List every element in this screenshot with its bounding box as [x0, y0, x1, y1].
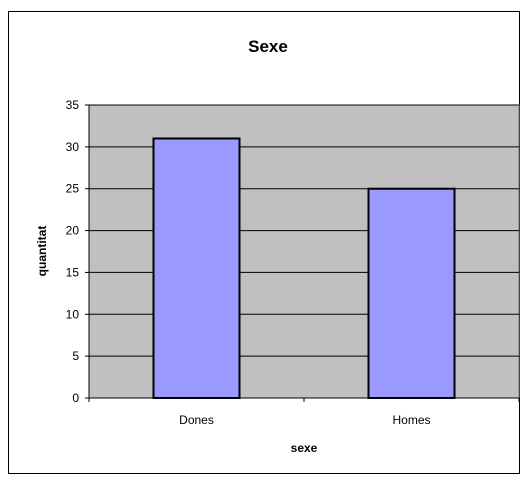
bars [152, 137, 456, 399]
y-tick-label: 10 [66, 307, 80, 321]
chart-title: Sexe [248, 37, 288, 56]
y-tick-label: 0 [72, 391, 79, 405]
y-tick-label: 25 [66, 182, 80, 196]
x-axis-label: sexe [291, 441, 318, 455]
y-tick-label: 30 [66, 140, 80, 154]
y-tick-labels: 0 5 10 15 20 25 30 35 [66, 98, 80, 405]
bar-dones [152, 137, 241, 399]
y-tick-label: 15 [66, 265, 80, 279]
y-tick-label: 35 [66, 98, 80, 112]
x-tick-labels: Dones Homes [179, 413, 430, 427]
bar-homes [367, 187, 456, 399]
y-axis-label: quantitat [35, 226, 49, 277]
axes [85, 104, 520, 402]
x-tick-label: Dones [179, 413, 214, 427]
y-tick-label: 20 [66, 224, 80, 238]
y-tick-label: 5 [72, 349, 79, 363]
x-tick-label: Homes [392, 413, 430, 427]
